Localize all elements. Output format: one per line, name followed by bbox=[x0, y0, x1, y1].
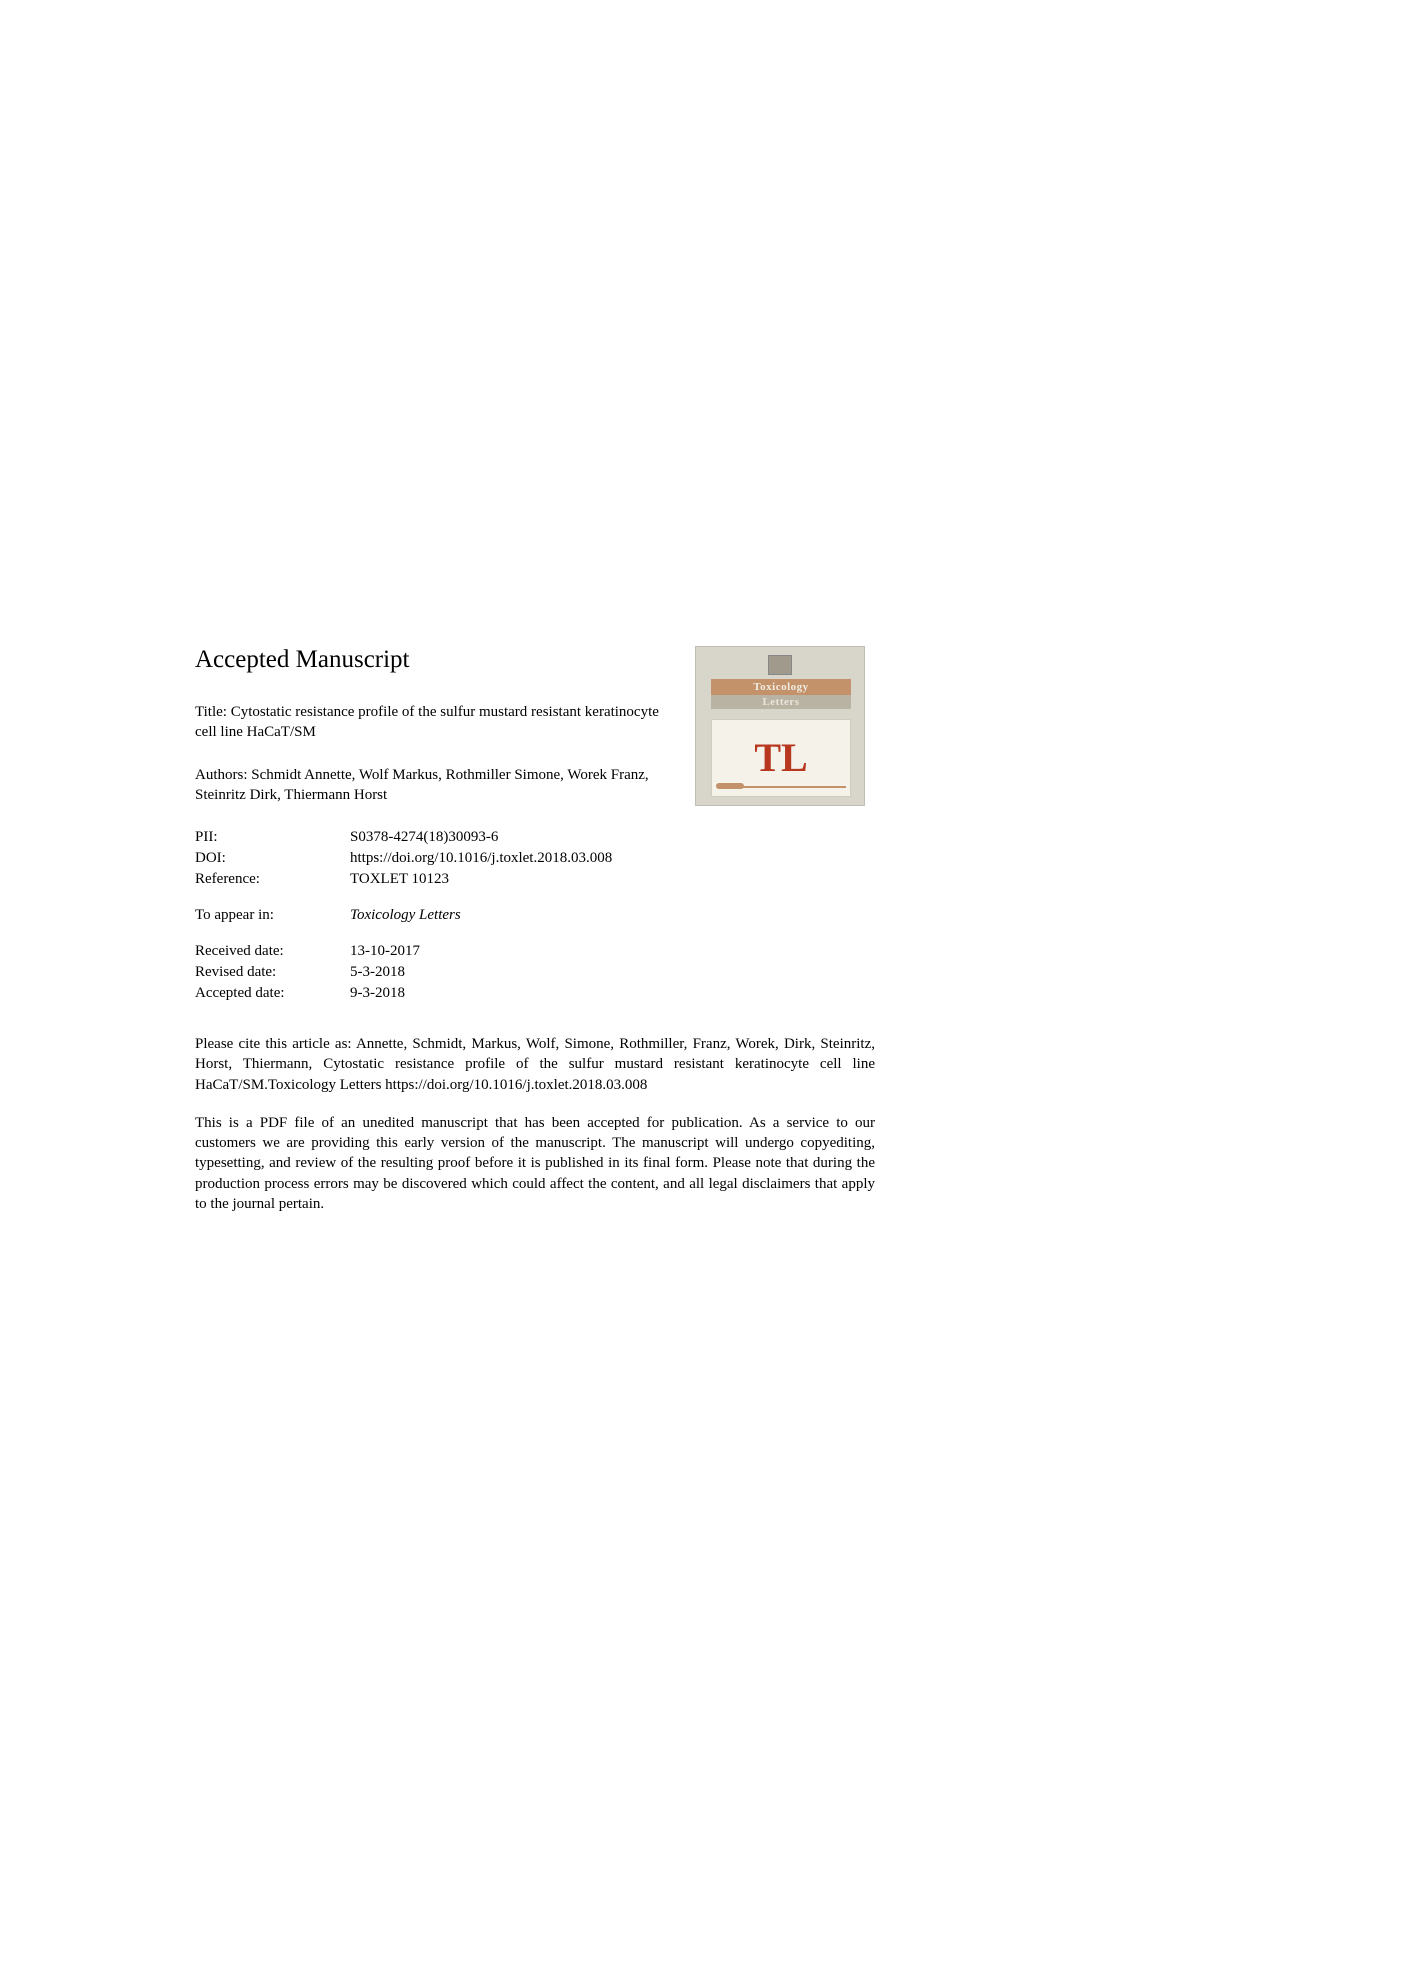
received-label: Received date: bbox=[195, 941, 350, 962]
metadata-block-2: To appear in: Toxicology Letters bbox=[195, 905, 875, 926]
metadata-row-pii: PII: S0378-4274(18)30093-6 bbox=[195, 827, 875, 848]
revised-label: Revised date: bbox=[195, 962, 350, 983]
metadata-row-appear: To appear in: Toxicology Letters bbox=[195, 905, 875, 926]
doi-value[interactable]: https://doi.org/10.1016/j.toxlet.2018.03… bbox=[350, 848, 612, 869]
doi-label: DOI: bbox=[195, 848, 350, 869]
appear-value: Toxicology Letters bbox=[350, 905, 461, 926]
received-value: 13-10-2017 bbox=[350, 941, 420, 962]
manuscript-title: Title: Cytostatic resistance profile of … bbox=[195, 702, 675, 743]
metadata-block-1: PII: S0378-4274(18)30093-6 DOI: https://… bbox=[195, 827, 875, 890]
accepted-label: Accepted date: bbox=[195, 983, 350, 1004]
metadata-row-reference: Reference: TOXLET 10123 bbox=[195, 869, 875, 890]
disclaimer-text: This is a PDF file of an unedited manusc… bbox=[195, 1113, 875, 1214]
metadata-row-received: Received date: 13-10-2017 bbox=[195, 941, 875, 962]
reference-label: Reference: bbox=[195, 869, 350, 890]
citation-text: Please cite this article as: Annette, Sc… bbox=[195, 1034, 875, 1095]
reference-value: TOXLET 10123 bbox=[350, 869, 449, 890]
manuscript-page: Accepted Manuscript Title: Cytostatic re… bbox=[195, 646, 875, 1214]
revised-value: 5-3-2018 bbox=[350, 962, 405, 983]
metadata-block-3: Received date: 13-10-2017 Revised date: … bbox=[195, 941, 875, 1004]
metadata-row-doi: DOI: https://doi.org/10.1016/j.toxlet.20… bbox=[195, 848, 875, 869]
metadata-row-revised: Revised date: 5-3-2018 bbox=[195, 962, 875, 983]
manuscript-authors: Authors: Schmidt Annette, Wolf Markus, R… bbox=[195, 765, 675, 806]
pii-label: PII: bbox=[195, 827, 350, 848]
pii-value: S0378-4274(18)30093-6 bbox=[350, 827, 498, 848]
appear-label: To appear in: bbox=[195, 905, 350, 926]
page-heading: Accepted Manuscript bbox=[195, 646, 875, 674]
metadata-row-accepted: Accepted date: 9-3-2018 bbox=[195, 983, 875, 1004]
accepted-value: 9-3-2018 bbox=[350, 983, 405, 1004]
